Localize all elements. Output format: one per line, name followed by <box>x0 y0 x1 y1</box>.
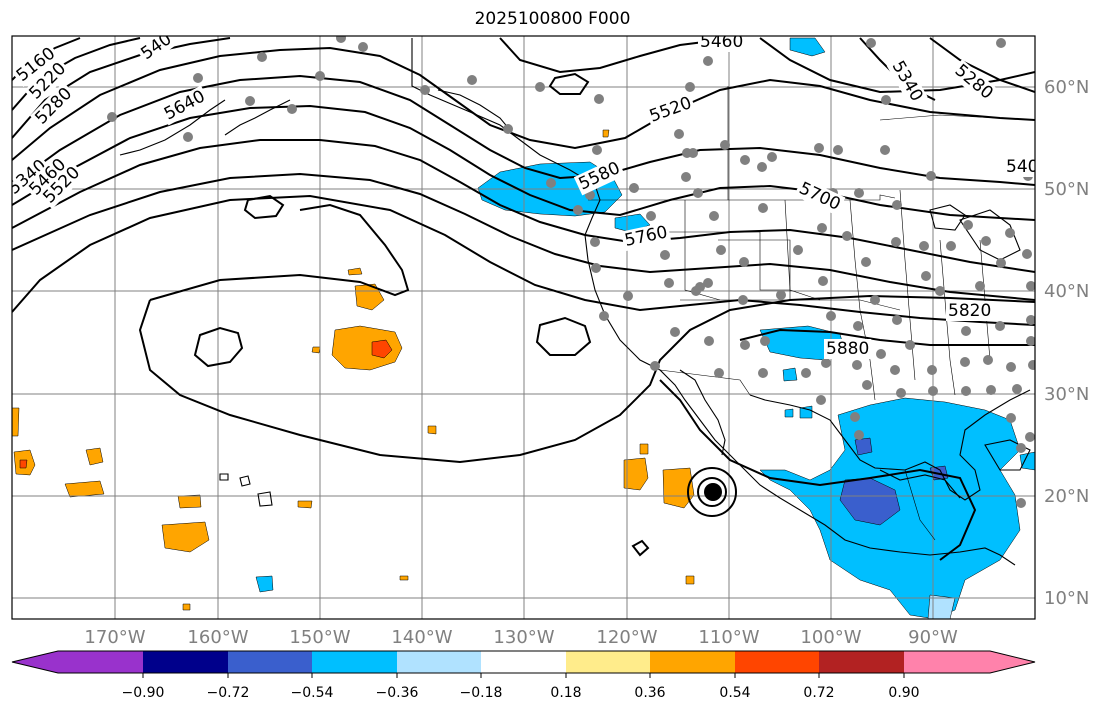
longitude-labels: 170°W 160°W 150°W 140°W 130°W 120°W 110°… <box>84 627 958 648</box>
contour-label-halo <box>135 36 178 66</box>
lon-label: 110°W <box>698 627 759 648</box>
contour-label-halo <box>824 339 872 359</box>
colorbar-bin <box>481 651 566 673</box>
contour-label-halo <box>573 157 626 196</box>
lat-label: 40°N <box>1044 281 1089 302</box>
coastlines <box>119 38 1031 566</box>
contour-label: 5880 <box>826 339 869 359</box>
colorbar-bin <box>228 651 312 673</box>
lat-label: 20°N <box>1044 486 1089 507</box>
colorbar: −0.90 −0.72 −0.54 −0.36 −0.18 0.18 0.36 … <box>11 650 1036 701</box>
contour-label-halo <box>12 154 52 201</box>
contour-label-halo <box>794 177 846 216</box>
colorbar-tick-label: −0.36 <box>376 685 419 701</box>
colorbar-tick-label: 0.18 <box>550 685 581 701</box>
contour-label: 5820 <box>948 301 991 321</box>
colorbar-tick-label: −0.72 <box>207 685 250 701</box>
lon-label: 130°W <box>493 627 554 648</box>
station-markers <box>107 36 1035 508</box>
contour-label-halo <box>886 55 928 107</box>
colorbar-tick-label: 0.72 <box>803 685 834 701</box>
colorbar-bin <box>312 651 397 673</box>
contour-label-halo <box>949 59 999 105</box>
contour-label-halo <box>159 85 211 126</box>
lon-label: 140°W <box>391 627 452 648</box>
lon-label: 90°W <box>908 627 958 648</box>
lat-label: 10°N <box>1044 588 1089 609</box>
colorbar-bin <box>735 651 819 673</box>
contour-label-halo <box>23 57 72 105</box>
contour-label-halo <box>12 42 61 88</box>
contour-label-halo <box>23 153 72 201</box>
lon-label: 170°W <box>84 627 145 648</box>
colorbar-tick-label: −0.18 <box>460 685 503 701</box>
lat-label: 50°N <box>1044 179 1089 200</box>
map-title: 2025100800 F000 <box>474 9 631 29</box>
map-frame <box>11 35 1036 620</box>
colorbar-bin <box>397 651 481 673</box>
lat-label: 60°N <box>1044 77 1089 98</box>
colorbar-tick-label: 0.54 <box>719 685 750 701</box>
colorbar-bin <box>12 651 143 673</box>
lon-label: 120°W <box>596 627 657 648</box>
colorbar-tick-label: −0.54 <box>291 685 334 701</box>
contour-label-halo <box>644 92 697 128</box>
colorbar-bin <box>650 651 735 673</box>
lat-label: 30°N <box>1044 384 1089 405</box>
colorbar-tick-label: −0.90 <box>122 685 165 701</box>
contour-label-halo <box>1004 157 1035 177</box>
contour-label-halo <box>37 161 86 209</box>
latitude-labels: 60°N 50°N 40°N 30°N 20°N 10°N <box>1044 77 1089 609</box>
contour-label-halo <box>29 82 78 130</box>
contour-label: 5460 <box>700 32 743 52</box>
colorbar-tick-label: 0.90 <box>888 685 919 701</box>
lon-label: 100°W <box>800 627 861 648</box>
lon-label: 160°W <box>187 627 248 648</box>
graticule <box>12 36 1035 619</box>
colorbar-bin <box>143 651 228 673</box>
contour-label-halo <box>946 301 994 321</box>
colorbar-bin <box>819 651 904 673</box>
colorbar-bin <box>904 651 1035 673</box>
contour-label-halo <box>698 36 746 52</box>
contour-label: 540 <box>1006 157 1038 177</box>
contour-label-halo <box>620 221 672 252</box>
colorbar-tick-label: 0.36 <box>634 685 665 701</box>
colorbar-bin <box>566 651 650 673</box>
lon-label: 150°W <box>289 627 350 648</box>
positive-anomaly-shading <box>12 129 695 611</box>
